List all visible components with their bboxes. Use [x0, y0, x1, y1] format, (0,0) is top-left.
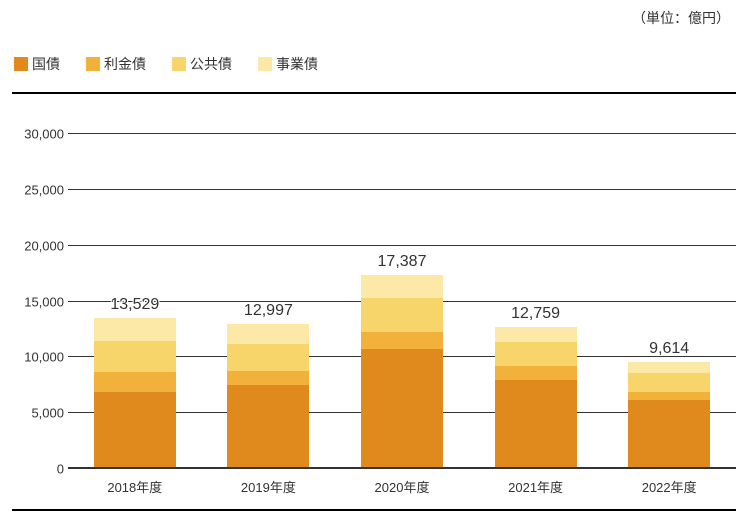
- plot-area: 05,00010,00015,00020,00025,00030,000 13,…: [12, 112, 736, 469]
- x-axis-label: 2018年度: [107, 477, 162, 496]
- swatch-icon: [14, 57, 28, 71]
- bar-group: 17,387: [361, 275, 443, 469]
- x-axis-label: 2021年度: [508, 477, 563, 496]
- swatch-icon: [258, 57, 272, 71]
- bar-segment-jigyo: [361, 275, 443, 298]
- bar-segment-kokyo: [495, 342, 577, 367]
- bar-segment-kokyo: [628, 373, 710, 392]
- bar-segment-rikin: [94, 372, 176, 392]
- y-tick-label: 0: [12, 462, 64, 477]
- legend-label: 利金債: [104, 54, 146, 74]
- bar-total-label: 17,387: [378, 253, 427, 271]
- bar-total-label: 13,529: [110, 296, 159, 314]
- bar-segment-jigyo: [227, 324, 309, 344]
- bar-segment-kokyo: [361, 298, 443, 331]
- bar-group: 12,759: [495, 327, 577, 469]
- y-tick-label: 20,000: [12, 238, 64, 253]
- y-tick-label: 15,000: [12, 294, 64, 309]
- bar-total-label: 12,759: [511, 305, 560, 323]
- bar-group: 13,529: [94, 318, 176, 469]
- bar-stack: [361, 275, 443, 469]
- legend-item-jigyo: 事業債: [258, 54, 318, 74]
- legend-item-kokusai: 国債: [14, 54, 60, 74]
- bar-segment-jigyo: [94, 318, 176, 341]
- bond-sales-chart: （単位：億円） 国債 利金債 公共債 事業債 0 5,000 10,000 15,00…: [0, 0, 750, 517]
- legend-label: 事業債: [276, 54, 318, 74]
- bar-stack: [628, 362, 710, 469]
- bar-total-label: 9,614: [649, 340, 689, 358]
- bar-segment-rikin: [628, 392, 710, 400]
- bar-segment-kokyo: [227, 344, 309, 371]
- bar-segment-kokusai: [628, 400, 710, 469]
- legend: 国債 利金債 公共債 事業債: [14, 54, 318, 74]
- legend-label: 国債: [32, 54, 60, 74]
- bar-segment-kokusai: [495, 380, 577, 469]
- unit-label: （単位：億円）: [632, 8, 730, 28]
- bar-segment-jigyo: [628, 362, 710, 373]
- bar-segment-rikin: [495, 366, 577, 379]
- y-tick-label: 25,000: [12, 183, 64, 198]
- bar-segment-jigyo: [495, 327, 577, 342]
- bar-segment-rikin: [361, 332, 443, 349]
- bar-total-label: 12,997: [244, 302, 293, 320]
- bar-group: 12,997: [227, 324, 309, 469]
- bar-segment-rikin: [227, 371, 309, 385]
- y-tick-label: 10,000: [12, 350, 64, 365]
- bar-segment-kokyo: [94, 341, 176, 372]
- bar-stack: [227, 324, 309, 469]
- legend-item-kokyo: 公共債: [172, 54, 232, 74]
- bar-segment-kokusai: [227, 385, 309, 469]
- bottom-divider: [12, 509, 736, 511]
- bar-stack: [94, 318, 176, 469]
- bar-segment-kokusai: [94, 392, 176, 469]
- x-axis-label: 2019年度: [241, 477, 296, 496]
- top-divider: [12, 92, 736, 94]
- x-axis-line: [68, 467, 736, 469]
- bar-group: 9,614: [628, 362, 710, 469]
- legend-item-rikin: 利金債: [86, 54, 146, 74]
- bars-area: 13,5292018年度12,9972019年度17,3872020年度12,7…: [68, 112, 736, 469]
- bar-segment-kokusai: [361, 349, 443, 469]
- x-axis-label: 2022年度: [642, 477, 697, 496]
- swatch-icon: [86, 57, 100, 71]
- bar-stack: [495, 327, 577, 469]
- y-tick-label: 30,000: [12, 127, 64, 142]
- swatch-icon: [172, 57, 186, 71]
- x-axis-label: 2020年度: [375, 477, 430, 496]
- y-tick-label: 5,000: [12, 406, 64, 421]
- legend-label: 公共債: [190, 54, 232, 74]
